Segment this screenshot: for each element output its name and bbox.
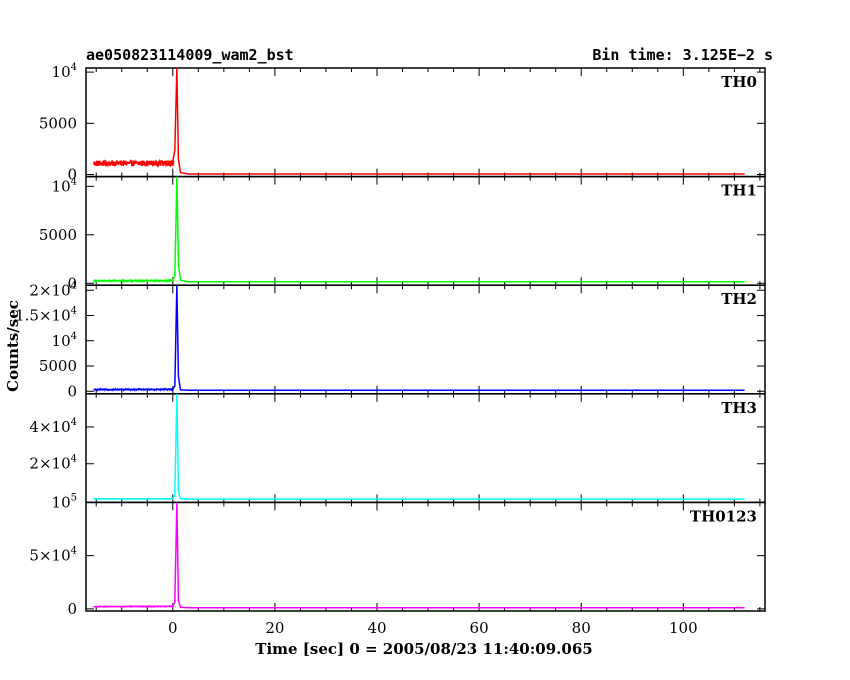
panel-frame [85, 284, 766, 395]
panel-frame [85, 501, 766, 612]
x-tick-label: 20 [265, 619, 284, 637]
y-tick-label: 5000 [39, 357, 77, 375]
panel-th2: 0 5000 104 1.5×104 2×104 TH2 [15, 280, 766, 400]
y-tick-label: 105 [52, 492, 77, 511]
series-line-th3 [93, 393, 745, 500]
y-axis-label: Counts/sec [4, 300, 22, 392]
x-tick-label: 0 [168, 619, 178, 637]
y-tick-label: 0 [67, 274, 77, 292]
panel-label: TH2 [721, 290, 757, 308]
x-tick-label: 60 [470, 619, 489, 637]
y-tick-label: 5000 [39, 114, 77, 132]
y-tick-label: 104 [52, 176, 77, 195]
panel-th0: 0 5000 104 TH0 [39, 62, 766, 184]
header-bin-time: Bin time: 3.125E−2 s [592, 46, 773, 64]
panel-th3: 2×104 4×104 TH3 [29, 393, 766, 504]
panel-th1: 0 5000 104 TH1 [39, 175, 766, 292]
series-line-th2 [93, 285, 745, 392]
panel-label: TH3 [721, 399, 757, 417]
panel-label: TH0123 [690, 507, 757, 525]
y-tick-label: 1.5×104 [15, 306, 77, 325]
y-tick-label: 0 [67, 166, 77, 184]
panel-frame [85, 393, 766, 504]
x-axis-label: Time [sec] 0 = 2005/08/23 11:40:09.065 [255, 640, 592, 658]
y-tick-label: 104 [52, 62, 77, 81]
x-tick-label: 40 [367, 619, 386, 637]
series-line-th1 [93, 176, 745, 283]
y-tick-label: 4×104 [29, 417, 77, 436]
panel-frame [85, 175, 766, 286]
panel-label: TH0 [721, 73, 757, 91]
y-tick-label: 2×104 [29, 280, 77, 299]
panel-frame [85, 67, 766, 178]
panel-label: TH1 [721, 182, 757, 200]
x-tick-labels: 0 20 40 60 80 100 [168, 619, 698, 637]
y-tick-label: 2×104 [29, 454, 77, 473]
x-tick-label: 80 [572, 619, 591, 637]
y-tick-label: 0 [67, 382, 77, 400]
y-tick-label: 0 [67, 600, 77, 618]
y-tick-label: 5000 [39, 226, 77, 244]
header-title: ae050823114009_wam2_bst [86, 46, 294, 64]
x-tick-label: 100 [669, 619, 698, 637]
series-line-th0123 [93, 502, 745, 609]
y-tick-label: 104 [52, 331, 77, 350]
panels-group: 0 5000 104 TH0 0 5000 104 TH1 0 5000 104 1.5×104 2×1… [15, 62, 766, 637]
panel-th0123: 0 5×104 105 TH0123 [29, 492, 766, 618]
y-tick-label: 5×104 [29, 546, 77, 565]
series-line-th0 [93, 68, 745, 175]
